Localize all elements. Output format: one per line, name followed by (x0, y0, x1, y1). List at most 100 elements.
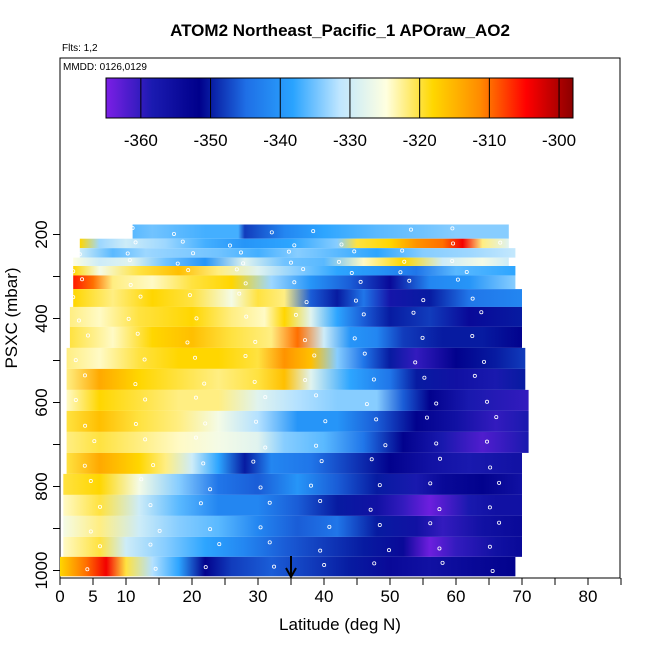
sample-marker (488, 465, 493, 470)
data-band (73, 257, 509, 266)
axes: 0 5 10 20 30 40 50 60 70 80 200 400 600 800 1000 (32, 220, 622, 606)
sample-marker (386, 548, 391, 553)
sample-marker (438, 456, 443, 461)
sample-marker (203, 565, 208, 570)
sample-marker (413, 360, 418, 365)
sample-marker (82, 463, 87, 468)
sample-marker (421, 298, 426, 303)
sample-marker (358, 279, 363, 284)
sample-marker (293, 312, 298, 317)
flights-label: Flts: 1,2 (62, 43, 98, 54)
sample-marker (208, 487, 213, 492)
sample-marker (428, 481, 433, 486)
sample-marker (336, 259, 341, 264)
sample-marker (407, 278, 412, 283)
sample-marker (311, 229, 316, 234)
sample-marker (485, 399, 490, 404)
latitude-marker-arrow (285, 556, 297, 580)
x-tick-label: 70 (513, 587, 532, 606)
sample-marker (352, 336, 357, 341)
sample-marker (234, 267, 239, 272)
data-band (63, 473, 523, 495)
sample-marker (302, 338, 307, 343)
sample-marker (244, 314, 249, 319)
sample-marker (263, 445, 268, 450)
sample-marker (349, 271, 354, 276)
sample-marker (487, 544, 492, 549)
sample-marker (263, 395, 268, 400)
x-tick-label: 20 (183, 587, 202, 606)
sample-marker (171, 231, 176, 236)
sample-marker (227, 243, 232, 248)
sample-marker (258, 525, 263, 530)
sample-marker (73, 358, 78, 363)
y-axis-label: PSXC (mbar) (2, 267, 21, 368)
sample-marker (422, 375, 427, 380)
x-tick-label: 60 (447, 587, 466, 606)
sample-marker (142, 357, 147, 362)
sample-marker (148, 542, 153, 547)
sample-marker (485, 439, 490, 444)
dates-label: MMDD: 0126,0129 (63, 62, 147, 73)
sample-marker (251, 459, 256, 464)
sample-marker (203, 421, 208, 426)
sample-marker (353, 298, 358, 303)
sample-marker (143, 437, 148, 442)
sample-marker (304, 300, 309, 305)
data-band (60, 556, 516, 577)
sample-marker (494, 415, 499, 420)
sample-marker (238, 250, 243, 255)
sample-marker (88, 479, 93, 484)
sample-marker (186, 268, 191, 273)
sample-marker (434, 401, 439, 406)
data-band (63, 536, 523, 557)
sample-marker (151, 463, 156, 468)
sample-marker (254, 419, 259, 424)
x-tick-label: 30 (249, 587, 268, 606)
sample-marker (143, 397, 148, 402)
sample-marker (92, 439, 97, 444)
sample-marker (303, 378, 308, 383)
sample-marker (128, 282, 133, 287)
data-band (66, 431, 529, 453)
sample-marker (312, 353, 317, 358)
sample-marker (487, 505, 492, 510)
chart-title: ATOM2 Northeast_Pacific_1 APOraw_AO2 (170, 21, 510, 40)
sample-marker (308, 483, 313, 488)
sample-marker (253, 339, 258, 344)
sample-marker (352, 249, 357, 254)
colorbar-tick-label: -300 (542, 131, 576, 150)
sample-marker (267, 500, 272, 505)
sample-marker (76, 318, 81, 323)
sample-marker (437, 546, 442, 551)
sample-marker (374, 417, 379, 422)
sample-marker (327, 524, 332, 529)
sample-marker (292, 243, 297, 248)
y-tick-label: 1000 (32, 552, 51, 590)
sample-marker (455, 277, 460, 282)
sample-marker (339, 242, 344, 247)
sample-marker (85, 333, 90, 338)
sample-marker (187, 293, 192, 298)
data-band (66, 347, 526, 369)
data-bands (60, 224, 529, 577)
sample-marker (479, 310, 484, 315)
sample-marker (377, 483, 382, 488)
data-band (66, 452, 522, 474)
sample-marker (267, 540, 272, 545)
data-band (66, 389, 529, 411)
sample-marker (272, 564, 277, 569)
sample-marker (153, 566, 158, 571)
sample-marker (470, 334, 475, 339)
sample-marker (398, 270, 403, 275)
y-tick-label: 800 (32, 472, 51, 500)
sample-marker (85, 567, 90, 572)
data-band (73, 289, 522, 307)
colorbar-tick-label: -330 (333, 131, 367, 150)
sample-marker (450, 226, 455, 231)
sample-marker (133, 240, 138, 245)
colorbar-tick-label: -340 (263, 131, 297, 150)
sample-marker (497, 520, 502, 525)
sample-marker (322, 563, 327, 568)
x-tick-label: 50 (381, 587, 400, 606)
